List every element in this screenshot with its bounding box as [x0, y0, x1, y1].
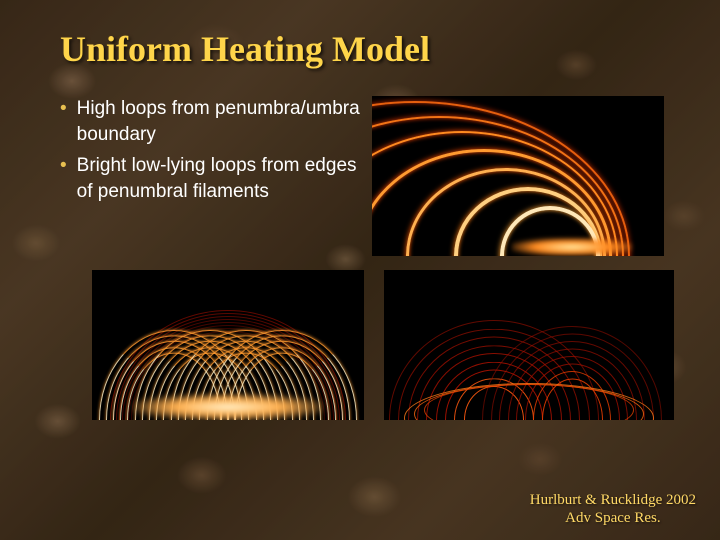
figure-top-right-loops [372, 96, 664, 256]
bullet-marker-icon: • [60, 153, 67, 180]
bullet-item: • High loops from penumbra/umbra boundar… [60, 96, 360, 147]
bullet-list: • High loops from penumbra/umbra boundar… [60, 96, 360, 211]
citation-line1: Hurlburt & Rucklidge 2002 [530, 491, 696, 510]
bullet-item: • Bright low-lying loops from edges of p… [60, 153, 360, 204]
bullet-text: High loops from penumbra/umbra boundary [77, 96, 360, 147]
slide: Uniform Heating Model • High loops from … [0, 0, 720, 540]
bullet-text: Bright low-lying loops from edges of pen… [77, 153, 360, 204]
bottom-figure-row [92, 270, 670, 420]
figure-bottom-right-dome [384, 270, 674, 420]
slide-title: Uniform Heating Model [60, 28, 670, 70]
figure-bottom-left-fountain [92, 270, 364, 420]
citation: Hurlburt & Rucklidge 2002 Adv Space Res. [530, 491, 696, 529]
bullet-marker-icon: • [60, 96, 67, 123]
content-row: • High loops from penumbra/umbra boundar… [60, 96, 670, 256]
citation-line2: Adv Space Res. [530, 509, 696, 528]
